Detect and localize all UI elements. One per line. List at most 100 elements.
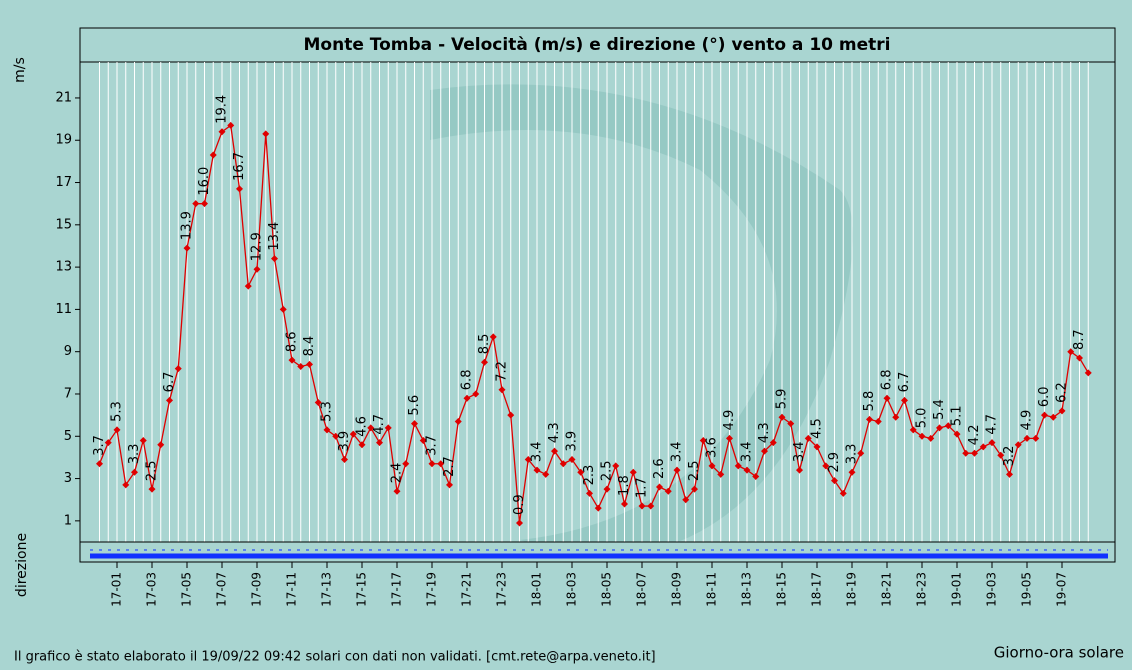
point xyxy=(796,466,803,474)
x-tick-label: 18-09 xyxy=(670,572,684,607)
point xyxy=(428,460,436,468)
x-tick-label: 18-01 xyxy=(530,572,544,607)
point xyxy=(997,451,1005,459)
data-label: 5.3 xyxy=(110,401,125,422)
point xyxy=(787,420,795,428)
point xyxy=(1041,411,1048,419)
point xyxy=(927,434,935,442)
point xyxy=(848,468,856,476)
point xyxy=(918,432,926,440)
y-tick-label: 11 xyxy=(55,302,72,317)
x-tick-label: 17-19 xyxy=(425,572,439,607)
point xyxy=(901,396,908,404)
point xyxy=(892,413,900,421)
point xyxy=(656,483,663,491)
point xyxy=(691,485,698,493)
point xyxy=(1058,407,1066,415)
point xyxy=(638,502,646,510)
x-tick-label: 17-17 xyxy=(390,572,404,607)
data-label: 12.9 xyxy=(250,232,265,261)
point xyxy=(1023,434,1031,442)
data-label: 2.5 xyxy=(687,460,702,481)
point xyxy=(822,462,830,470)
point xyxy=(104,439,112,447)
point xyxy=(726,434,733,442)
point xyxy=(586,489,593,497)
x-tick-label: 18-05 xyxy=(600,572,614,607)
point xyxy=(664,487,672,495)
point xyxy=(201,200,208,208)
point xyxy=(323,426,331,434)
point xyxy=(559,460,567,468)
data-label: 2.6 xyxy=(652,458,667,479)
point xyxy=(332,432,340,440)
point xyxy=(962,449,970,457)
x-tick-label: 18-19 xyxy=(845,572,859,607)
y-tick-label: 13 xyxy=(55,260,72,275)
x-tick-label: 18-17 xyxy=(810,572,824,607)
point xyxy=(1084,369,1092,377)
point xyxy=(157,441,165,449)
x-tick-label: 17-11 xyxy=(285,572,299,607)
point xyxy=(253,265,261,273)
point xyxy=(516,519,523,527)
point xyxy=(594,504,602,512)
point xyxy=(402,460,410,468)
point xyxy=(743,466,751,474)
point xyxy=(454,417,462,425)
point xyxy=(761,447,768,455)
point xyxy=(419,437,427,445)
data-label: 8.7 xyxy=(1072,329,1087,350)
point xyxy=(857,449,865,457)
x-tick-label: 18-21 xyxy=(880,572,894,607)
point xyxy=(472,390,480,398)
point xyxy=(367,424,375,432)
data-label: 0.9 xyxy=(512,494,527,515)
x-tick-label: 17-13 xyxy=(320,572,334,607)
data-label: 4.3 xyxy=(757,422,772,443)
y-axis-label: m/s xyxy=(12,57,28,83)
x-tick-label: 18-15 xyxy=(775,572,789,607)
point xyxy=(979,443,987,451)
point xyxy=(262,130,270,138)
data-label: 6.7 xyxy=(897,372,912,393)
data-label: 4.2 xyxy=(967,425,982,446)
data-label: 8.4 xyxy=(302,336,317,357)
x-tick-label: 19-03 xyxy=(985,572,999,607)
data-label: 16.0 xyxy=(197,167,212,196)
y-tick-label: 5 xyxy=(64,429,72,444)
y-tick-label: 3 xyxy=(64,471,72,486)
data-label: 2.5 xyxy=(145,460,160,481)
data-label: 6.0 xyxy=(1037,386,1052,407)
data-label: 5.0 xyxy=(915,408,930,429)
data-label: 5.8 xyxy=(862,391,877,412)
point xyxy=(192,200,200,208)
data-label: 4.3 xyxy=(547,422,562,443)
point xyxy=(988,439,996,447)
point xyxy=(612,462,620,470)
x-tick-label: 17-09 xyxy=(250,572,264,607)
data-label: 5.1 xyxy=(950,405,965,426)
data-label: 2.7 xyxy=(442,456,457,477)
point xyxy=(227,121,235,129)
x-tick-label: 17-05 xyxy=(180,572,194,607)
y-tick-label: 9 xyxy=(64,344,72,359)
point xyxy=(1049,413,1057,421)
point xyxy=(524,456,532,464)
y-tick-label: 17 xyxy=(55,175,72,190)
point xyxy=(717,470,725,478)
point xyxy=(183,244,191,252)
data-label: 19.4 xyxy=(215,95,230,124)
point xyxy=(437,460,445,468)
data-label: 4.6 xyxy=(355,416,370,437)
point xyxy=(603,485,611,493)
point xyxy=(551,447,558,455)
data-label: 3.7 xyxy=(425,435,440,456)
data-label: 3.9 xyxy=(337,431,352,452)
data-label: 4.5 xyxy=(810,418,825,439)
y-tick-label: 15 xyxy=(55,217,72,232)
data-label: 3.4 xyxy=(792,441,807,462)
point xyxy=(411,420,418,428)
point xyxy=(148,485,156,493)
x-axis-label: Giorno-ora solare xyxy=(994,644,1124,662)
